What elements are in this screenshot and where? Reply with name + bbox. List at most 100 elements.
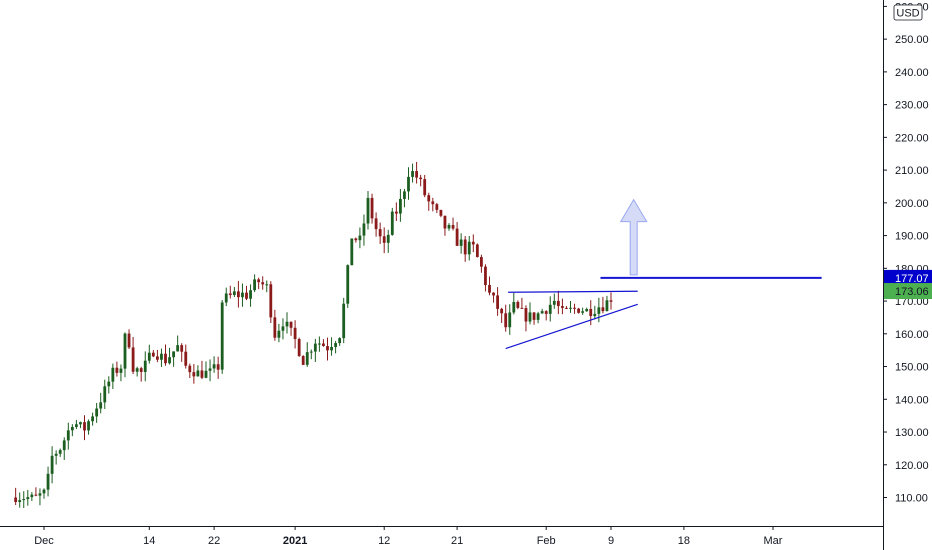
currency-badge[interactable]: USD: [893, 4, 923, 21]
candle: [297, 337, 301, 357]
candle: [54, 450, 58, 465]
candle: [403, 188, 406, 208]
time-tick-label: 9: [608, 535, 614, 547]
time-tick-label: 2021: [283, 535, 307, 547]
candle: [196, 365, 200, 377]
candle: [18, 492, 22, 508]
candle: [151, 350, 155, 358]
candle: [556, 290, 560, 315]
triangle-trendline[interactable]: [508, 290, 638, 293]
candle: [552, 293, 556, 309]
candle: [119, 364, 123, 382]
candle: [488, 276, 491, 296]
candle: [431, 197, 435, 212]
candle: [520, 297, 524, 309]
candle: [58, 448, 62, 457]
price-tick-label: 150.00: [895, 362, 929, 374]
candle: [581, 307, 585, 315]
candle: [370, 193, 374, 224]
candle: [419, 174, 423, 187]
time-tick-label: Feb: [537, 535, 556, 547]
candle: [447, 223, 451, 231]
projection-arrow-layer: [619, 198, 648, 276]
candle: [115, 361, 119, 377]
candle: [439, 209, 443, 218]
candle: [42, 488, 46, 499]
candle: [407, 167, 410, 200]
price-tick-label: 220.00: [895, 132, 929, 144]
candle: [484, 264, 487, 292]
candle: [188, 363, 192, 379]
candle: [516, 300, 520, 310]
time-axis[interactable]: Dec 14 22 2021 12 21 Feb 9 18 Mar: [0, 526, 883, 547]
candle: [103, 379, 107, 409]
candle: [257, 277, 261, 290]
candle: [386, 229, 390, 253]
candle: [111, 363, 115, 390]
candle: [467, 236, 471, 261]
candle: [463, 236, 467, 262]
candle: [91, 412, 94, 426]
candle: [362, 214, 366, 246]
candle: [147, 344, 151, 364]
price-tick-label: 110.00: [895, 493, 928, 505]
candle: [216, 356, 220, 379]
candle: [597, 297, 601, 323]
candle: [544, 310, 548, 321]
price-tick-label: 160.00: [895, 329, 929, 341]
candle: [411, 163, 414, 183]
candle: [123, 332, 127, 378]
candle: [269, 281, 273, 324]
candle: [374, 212, 378, 237]
candle: [46, 466, 50, 497]
candle: [224, 287, 228, 307]
candle: [204, 361, 208, 379]
candle: [399, 188, 402, 222]
candle: [480, 254, 483, 273]
candle: [358, 227, 362, 249]
price-tick-label: 230.00: [895, 100, 929, 112]
candle: [577, 307, 580, 314]
time-tick-label: 12: [378, 535, 390, 547]
candle: [34, 487, 38, 497]
candle: [184, 344, 188, 369]
candle: [265, 280, 269, 293]
candle: [500, 307, 504, 323]
candle: [342, 297, 346, 344]
time-tick-label: Dec: [34, 535, 54, 547]
price-axis[interactable]: 110.00 120.00 130.00 140.00 150.00 160.00 170.…: [883, 0, 932, 550]
candle: [160, 348, 163, 367]
candle: [285, 312, 289, 334]
candle: [66, 422, 70, 450]
candle: [585, 307, 589, 312]
candle: [143, 351, 147, 382]
currency-label: USD: [896, 8, 919, 20]
candle: [492, 292, 495, 303]
candle: [79, 421, 82, 429]
candle: [435, 202, 439, 214]
candle: [83, 415, 86, 441]
candle: [330, 337, 333, 356]
candle: [293, 320, 297, 349]
candle: [220, 300, 224, 374]
price-tick-label: 130.00: [895, 427, 929, 439]
candle: [508, 304, 512, 335]
price-tick-label: 200.00: [895, 198, 929, 210]
candle: [326, 337, 329, 361]
candle: [22, 491, 26, 509]
price-tick-label: 210.00: [895, 165, 929, 177]
time-tick-label: 22: [208, 535, 220, 547]
projection-arrow-icon[interactable]: [619, 198, 648, 276]
candle: [253, 274, 256, 293]
triangle-trendline[interactable]: [505, 303, 638, 350]
candle: [87, 419, 90, 435]
candle: [540, 308, 544, 314]
candle: [475, 243, 479, 258]
candle: [524, 305, 528, 332]
candle: [135, 366, 139, 377]
candle: [228, 285, 232, 299]
time-tick-label: 14: [143, 535, 155, 547]
candle: [512, 293, 516, 315]
